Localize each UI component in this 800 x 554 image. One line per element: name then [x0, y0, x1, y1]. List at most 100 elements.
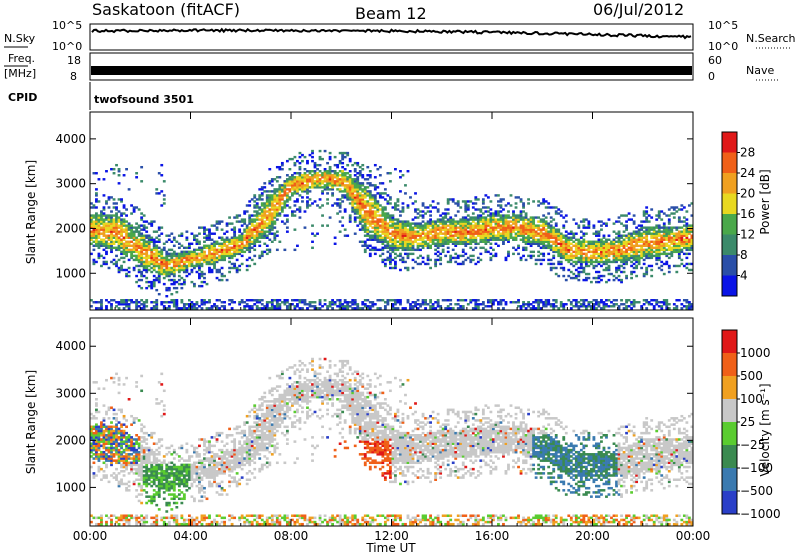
power-cell [155, 248, 159, 252]
power-cell [605, 256, 608, 260]
power-cell [172, 238, 176, 241]
power-cell [366, 216, 370, 219]
power-cell [278, 202, 282, 205]
power-cell [446, 228, 450, 231]
power-cell [429, 204, 432, 207]
power-cell [268, 190, 272, 193]
power-cell [363, 192, 367, 195]
power-cell [640, 252, 644, 256]
power-cell [557, 228, 561, 231]
power-cell [589, 240, 593, 243]
power-cell [632, 270, 636, 274]
power-cell [635, 274, 639, 278]
power-cell [527, 230, 530, 233]
power-cell [145, 246, 149, 250]
power-cell [351, 180, 355, 183]
power-cell [120, 224, 123, 227]
power-cell [205, 236, 209, 239]
power-cell [388, 172, 392, 175]
power-cell [411, 218, 415, 221]
power-cell [672, 206, 676, 209]
power-cell [250, 224, 254, 227]
power-cell [436, 234, 440, 237]
power-cell [622, 244, 626, 248]
power-cell [577, 307, 581, 310]
power-cell [373, 212, 377, 215]
power-cell [396, 301, 400, 304]
power-cell [233, 248, 237, 252]
power-cell [200, 258, 204, 262]
power-cell [504, 256, 508, 260]
power-cell [90, 206, 93, 209]
power-cell [630, 218, 633, 221]
power-cell [358, 184, 362, 187]
power-cell [404, 184, 407, 187]
power-cell [165, 268, 169, 272]
power-cell [595, 264, 598, 268]
power-cell [346, 178, 350, 181]
power-cell [358, 202, 362, 205]
power-cell [399, 234, 402, 237]
power-cell [107, 214, 111, 217]
power-cell [421, 242, 425, 245]
power-cell [97, 256, 101, 260]
power-cell [572, 250, 576, 254]
power-cell [260, 252, 264, 256]
power-cell [255, 222, 259, 225]
power-cell [353, 301, 357, 304]
power-cell [394, 230, 397, 233]
power-cell [383, 188, 387, 191]
power-cell [301, 180, 304, 183]
power-cell [157, 228, 161, 231]
power-cell [431, 234, 435, 237]
power-cell [120, 303, 123, 306]
power-cell [157, 266, 161, 270]
power-cell [127, 226, 131, 229]
power-cell [177, 274, 181, 278]
power-cell [401, 307, 405, 310]
power-cell [117, 224, 121, 227]
power-cell [657, 210, 661, 213]
power-cell [504, 234, 508, 237]
power-cell [589, 258, 593, 262]
power-cell [122, 260, 126, 264]
power-cell [409, 230, 412, 233]
power-cell [662, 238, 666, 241]
power-cell [326, 182, 329, 185]
power-cell [391, 248, 395, 252]
power-cell [115, 254, 118, 258]
power-cell [368, 230, 372, 233]
power-cell [127, 242, 131, 245]
power-cell [318, 206, 322, 209]
power-cell [165, 264, 169, 268]
power-cell [426, 303, 430, 306]
power-cell [135, 301, 139, 304]
power-cell [574, 244, 578, 248]
power-cell [416, 248, 420, 252]
power-cell [343, 180, 347, 183]
power-cell [122, 224, 126, 227]
power-cell [399, 210, 402, 213]
power-cell [265, 218, 269, 221]
power-cell [494, 236, 498, 239]
power-cell [386, 214, 390, 217]
power-cell [559, 252, 563, 256]
power-cell [524, 212, 528, 215]
power-cell [296, 192, 299, 195]
power-cell [497, 238, 500, 241]
power-cell [135, 254, 139, 258]
power-cell [210, 232, 214, 235]
power-cell [567, 248, 571, 252]
power-cell [615, 240, 618, 243]
power-cell [245, 305, 249, 308]
power-cell [92, 172, 96, 175]
power-cell [371, 218, 375, 221]
power-cell [162, 198, 166, 201]
power-cell [152, 230, 156, 233]
power-cell [177, 258, 181, 262]
power-cell [263, 208, 267, 211]
power-cell [152, 282, 156, 286]
power-cell [522, 254, 525, 258]
power-cell [504, 224, 508, 227]
power-cell [353, 198, 357, 201]
